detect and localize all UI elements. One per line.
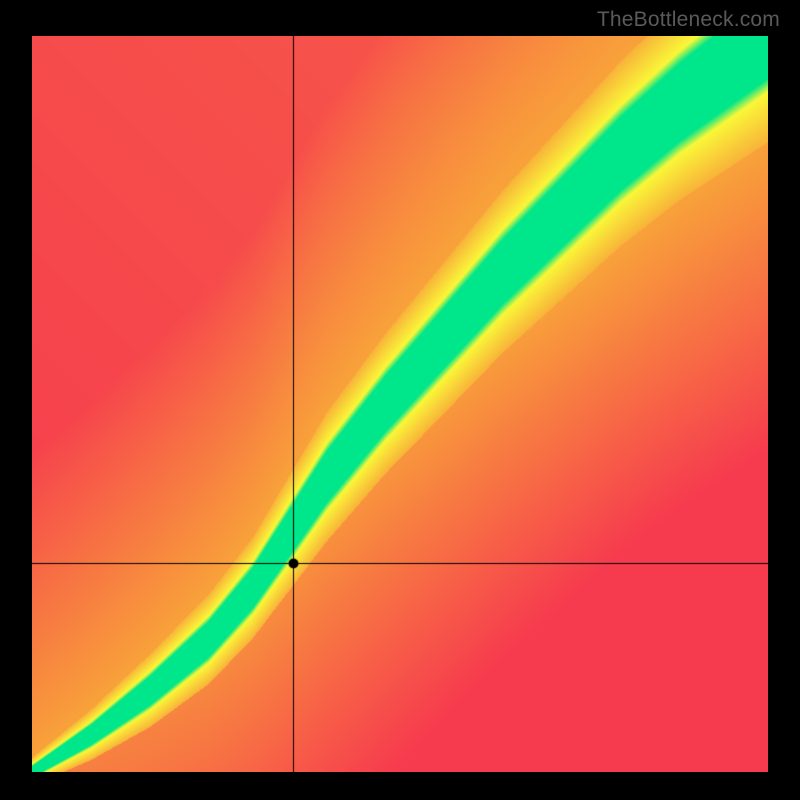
plot-area (32, 36, 768, 772)
chart-container: TheBottleneck.com (0, 0, 800, 800)
watermark-text: TheBottleneck.com (597, 8, 780, 32)
heatmap-canvas (32, 36, 768, 772)
